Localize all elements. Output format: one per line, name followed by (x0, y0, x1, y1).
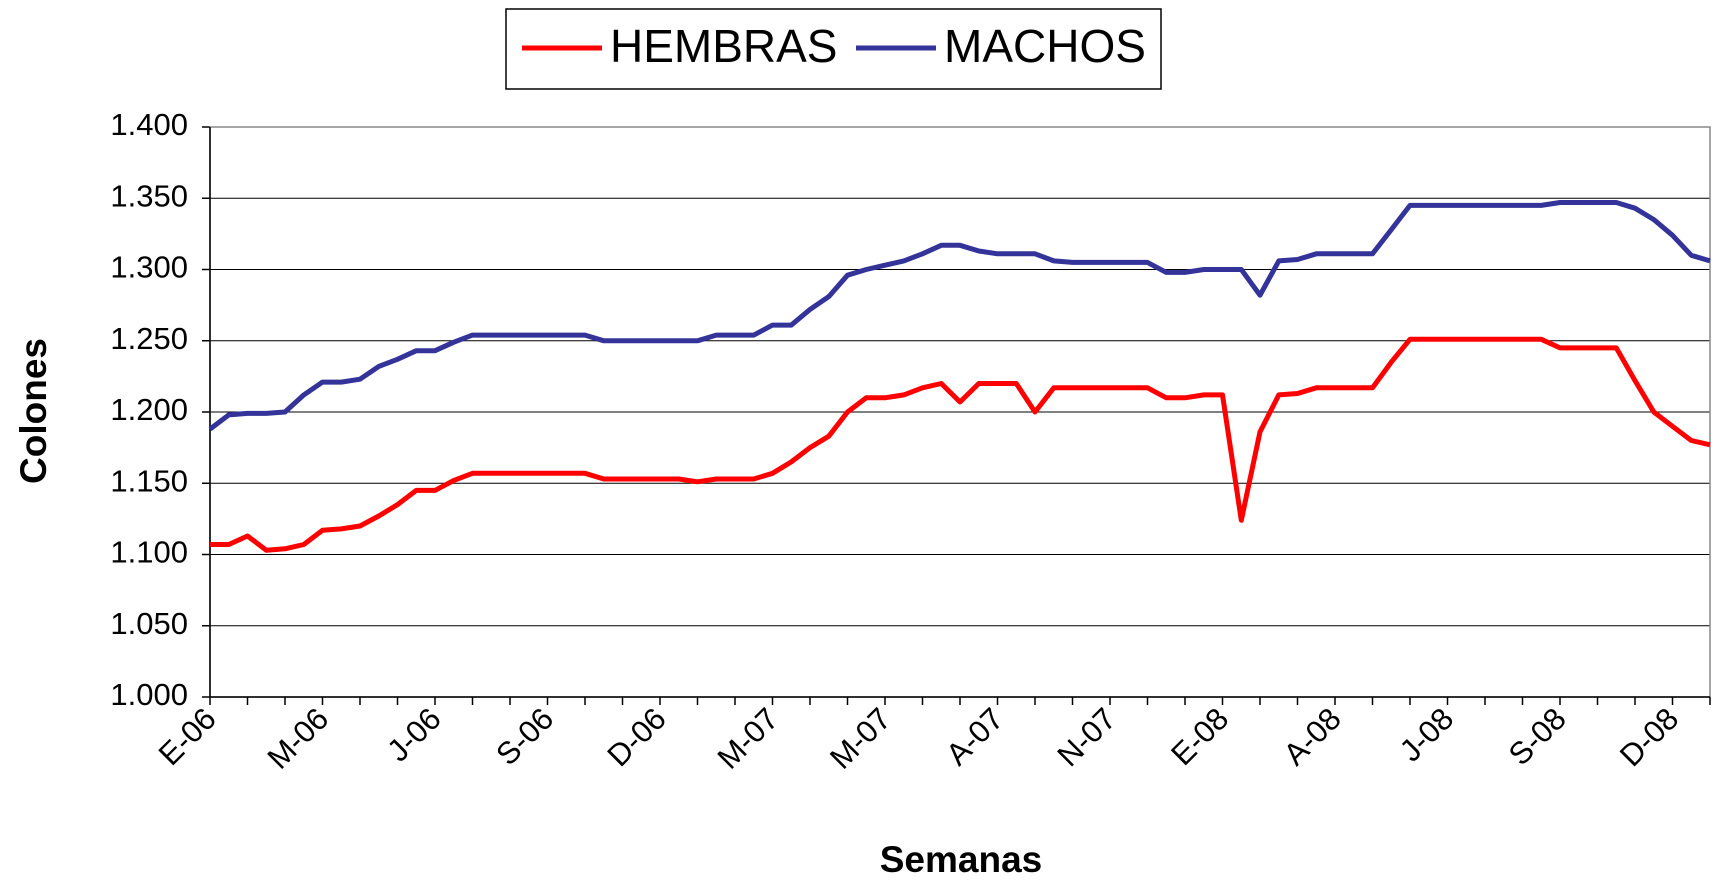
series-line (208, 200, 1711, 432)
y-tick-label: 1.200 (110, 392, 188, 427)
y-tick-label: 1.050 (110, 606, 188, 641)
x-tick-label: M-07 (823, 701, 898, 776)
x-tick-label: A-08 (1277, 701, 1348, 772)
x-tick-label: N-07 (1050, 701, 1122, 773)
x-tick-label: D-08 (1613, 701, 1685, 773)
y-tick-label: 1.250 (110, 321, 188, 356)
y-tick-label: 1.150 (110, 463, 188, 498)
x-tick-label: M-06 (261, 701, 336, 776)
x-tick-label: S-08 (1502, 701, 1573, 772)
y-tick-label: 1.100 (110, 535, 188, 570)
x-tick-label: M-07 (711, 701, 786, 776)
x-tick-label: J-06 (380, 701, 447, 768)
x-tick-label: D-06 (600, 701, 672, 773)
y-tick-label: 1.000 (110, 677, 188, 712)
x-tick-label: S-06 (489, 701, 560, 772)
x-tick-label: A-07 (939, 701, 1010, 772)
series-line (210, 336, 1711, 553)
legend-box (505, 8, 1162, 90)
y-tick-label: 1.350 (110, 178, 188, 213)
legend-label: HEMBRAS (610, 20, 837, 72)
x-tick-label: E-08 (1164, 701, 1235, 772)
y-tick-label: 1.400 (110, 107, 188, 142)
x-tick-label: J-08 (1393, 701, 1460, 768)
legend-label: MACHOS (944, 20, 1146, 72)
y-tick-label: 1.300 (110, 250, 188, 285)
y-axis-title: Colones (13, 338, 54, 484)
x-axis-title: Semanas (880, 839, 1043, 880)
